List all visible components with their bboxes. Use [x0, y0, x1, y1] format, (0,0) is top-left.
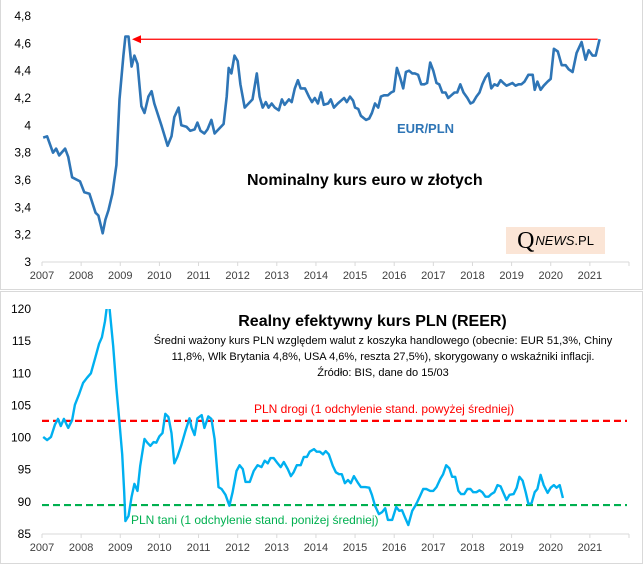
y-tick-label: 4 — [24, 118, 31, 132]
qnews-watermark: Q NEWS .PL — [506, 227, 605, 254]
x-tick-label: 2012 — [225, 270, 249, 282]
watermark-q: Q — [517, 227, 535, 254]
x-tick-label: 2021 — [578, 270, 602, 282]
upper-band-label: PLN drogi (1 odchylenie stand. powyżej ś… — [254, 402, 515, 416]
x-tick-label: 2013 — [265, 542, 289, 554]
x-tick-label: 2009 — [108, 542, 132, 554]
chart-title-nominal: Nominalny kurs euro w złotych — [247, 172, 483, 189]
lower-band-label: PLN tani (1 odchylenie stand. poniżej śr… — [131, 513, 379, 527]
x-tick-label: 2019 — [499, 270, 523, 282]
x-tick-label: 2008 — [69, 270, 93, 282]
y-tick-label: 4,4 — [14, 64, 31, 78]
subtitle-line: Źródło: BIS, dane do 15/03 — [317, 367, 449, 379]
x-tick-label: 2017 — [421, 542, 445, 554]
y-tick-label: 3,4 — [14, 200, 31, 214]
y-tick-label: 3,6 — [14, 173, 31, 187]
reer-chart: 2007 2008 2009 2010 2011 2012 2013 2014 2015 2016… — [11, 302, 630, 554]
y-tick-label: 3,2 — [14, 228, 31, 242]
y-tick-label: 3 — [24, 255, 31, 269]
x-tick-label: 2007 — [30, 542, 54, 554]
x-tick-label: 2008 — [69, 542, 93, 554]
y-tick-label: 4,6 — [14, 36, 31, 50]
series-line-eurpln — [42, 35, 601, 235]
reer-chart-panel: 2007 2008 2009 2010 2011 2012 2013 2014 2015 2016… — [0, 291, 643, 564]
y-tick-label: 120 — [11, 302, 31, 316]
x-tick-label: 2015 — [343, 542, 367, 554]
x-tick-label: 2011 — [187, 542, 211, 554]
x-tick-label: 2021 — [578, 542, 602, 554]
subtitle-line: Średni ważony kurs PLN względem walut z … — [153, 335, 613, 347]
x-tick-label: 2020 — [538, 542, 562, 554]
y-tick-label: 105 — [11, 398, 31, 412]
series-label-eurpln: EUR/PLN — [397, 121, 455, 136]
eurpln-chart-panel: 2007 2008 2009 2010 2011 2012 2013 2014 2015 2016… — [0, 0, 643, 290]
y-tick-label: 4,8 — [14, 9, 31, 23]
y-tick-label: 100 — [11, 431, 31, 445]
annotation-arrowhead-icon — [132, 35, 142, 44]
x-tick-label: 2010 — [147, 270, 171, 282]
x-tick-label: 2012 — [225, 542, 249, 554]
y-tick-label: 115 — [12, 334, 31, 348]
chart-title-reer: Realny efektywny kurs PLN (REER) — [238, 313, 507, 330]
x-tick-label: 2013 — [265, 270, 289, 282]
x-tick-label: 2017 — [421, 270, 445, 282]
x-tick-label: 2010 — [147, 542, 171, 554]
x-tick-label: 2019 — [499, 542, 523, 554]
subtitle-line: 11,8%, Wlk Brytania 4,8%, USA 4,6%, resz… — [171, 351, 595, 363]
y-tick-label: 110 — [12, 366, 31, 380]
x-tick-label: 2007 — [30, 270, 54, 282]
x-tick-label: 2018 — [460, 270, 484, 282]
series-line-reer — [42, 309, 565, 527]
x-tick-label: 2016 — [382, 270, 406, 282]
y-tick-label: 95 — [18, 463, 32, 477]
y-tick-label: 3,8 — [14, 146, 31, 160]
y-tick-label: 4,2 — [14, 91, 31, 105]
x-tick-label: 2014 — [304, 542, 328, 554]
y-tick-label: 85 — [18, 527, 32, 541]
y-tick-label: 90 — [18, 495, 32, 509]
x-tick-label: 2015 — [343, 270, 367, 282]
eurpln-chart: 2007 2008 2009 2010 2011 2012 2013 2014 2015 2016… — [14, 9, 630, 282]
x-tick-label: 2014 — [304, 270, 328, 282]
x-tick-label: 2011 — [187, 270, 211, 282]
watermark-news: NEWS — [535, 233, 575, 248]
x-tick-label: 2020 — [538, 270, 562, 282]
x-tick-label: 2016 — [382, 542, 406, 554]
watermark-pl: .PL — [574, 233, 594, 248]
x-tick-label: 2009 — [108, 270, 132, 282]
x-tick-label: 2018 — [460, 542, 484, 554]
chart-subtitle-reer: Średni ważony kurs PLN względem walut z … — [123, 333, 643, 381]
